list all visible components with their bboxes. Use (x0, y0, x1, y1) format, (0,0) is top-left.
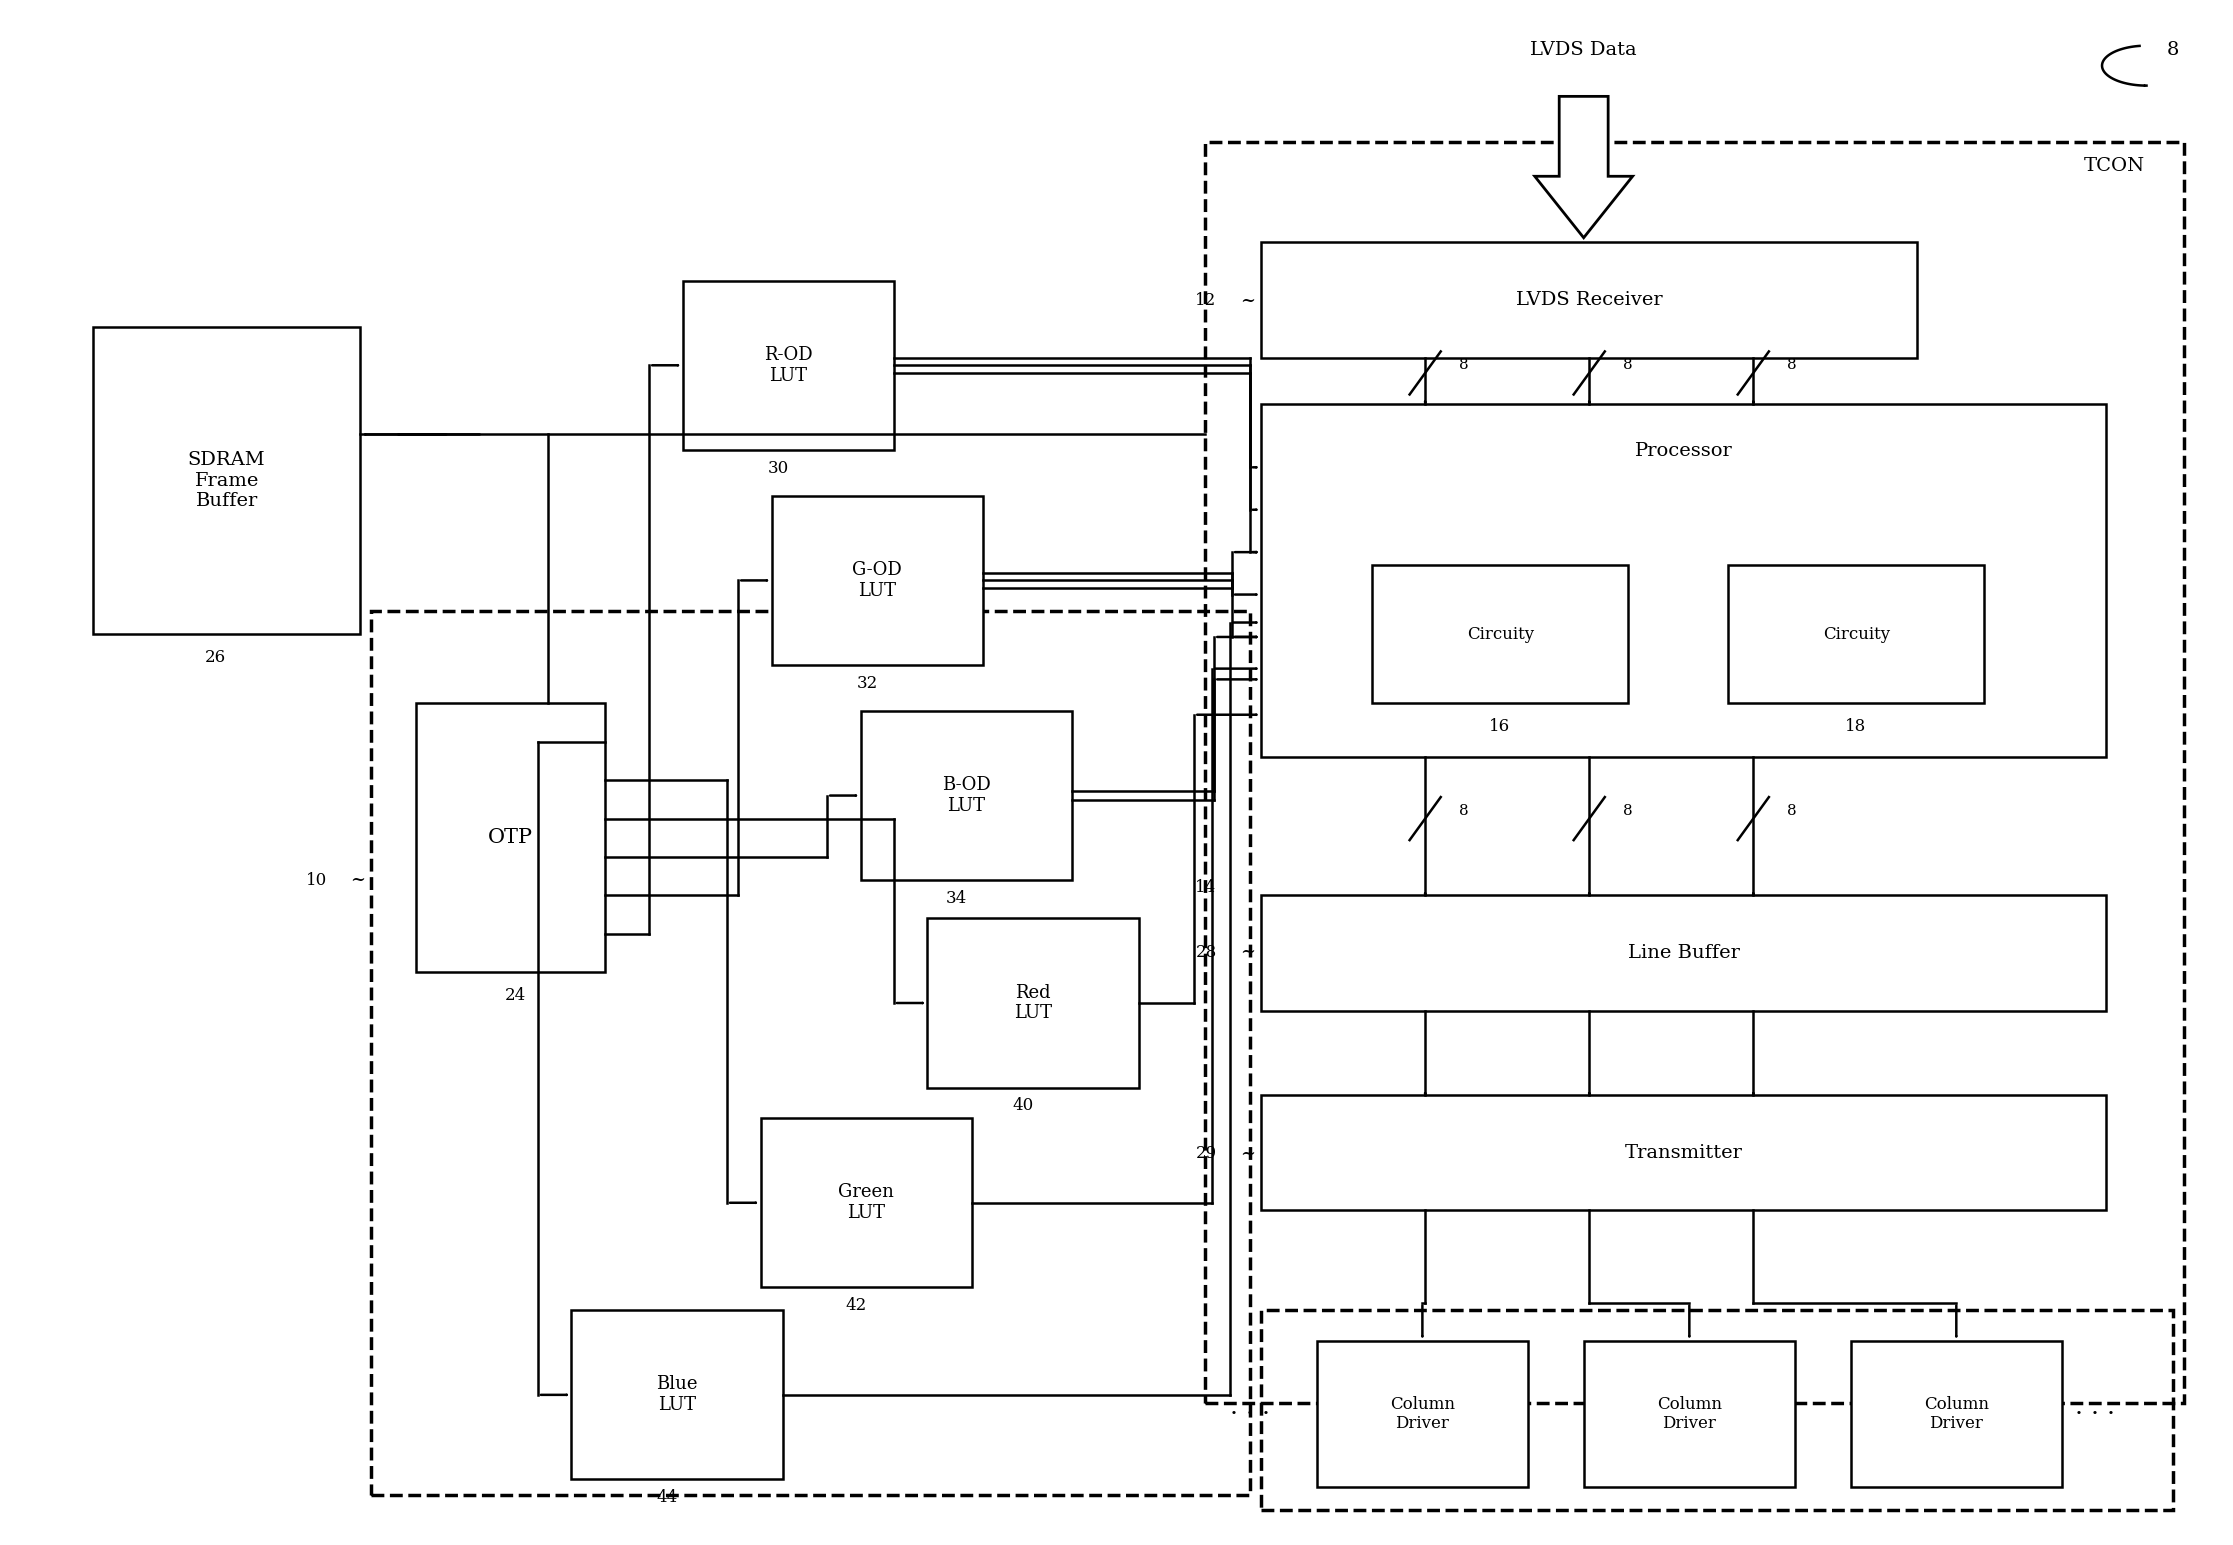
Text: 8: 8 (2166, 42, 2179, 59)
Bar (1373, 565, 1628, 703)
Text: 12: 12 (1195, 292, 1217, 309)
Text: Line Buffer: Line Buffer (1628, 944, 1740, 963)
Bar (1583, 1341, 1795, 1486)
Text: OTP: OTP (487, 828, 534, 847)
Text: ~: ~ (351, 871, 366, 888)
Text: · · ·: · · · (1230, 1403, 1271, 1426)
Bar (1262, 243, 1918, 357)
Bar (927, 918, 1139, 1088)
Text: 34: 34 (947, 890, 967, 907)
Text: 26: 26 (205, 649, 226, 666)
Bar (860, 711, 1072, 881)
Text: LVDS Data: LVDS Data (1530, 42, 1637, 59)
Text: 10: 10 (306, 871, 326, 888)
Text: TCON: TCON (2083, 156, 2146, 175)
Text: SDRAM
Frame
Buffer: SDRAM Frame Buffer (188, 451, 266, 510)
Text: 14: 14 (1195, 879, 1217, 896)
Text: 16: 16 (1489, 718, 1510, 735)
Bar (1728, 565, 1985, 703)
Bar (1262, 896, 2106, 1010)
Bar (1262, 1310, 2173, 1509)
Text: 8: 8 (1623, 358, 1632, 372)
Text: 29: 29 (1195, 1145, 1217, 1162)
Text: 8: 8 (1786, 803, 1795, 817)
Bar (1317, 1341, 1527, 1486)
Text: Circuity: Circuity (1467, 626, 1534, 643)
Text: Column
Driver: Column Driver (1389, 1395, 1456, 1432)
Bar (94, 328, 360, 633)
Bar (773, 496, 983, 664)
Text: LVDS Receiver: LVDS Receiver (1516, 290, 1664, 309)
Text: Circuity: Circuity (1822, 626, 1889, 643)
Text: B-OD
LUT: B-OD LUT (942, 776, 991, 814)
Text: 8: 8 (1623, 803, 1632, 817)
Text: Blue
LUT: Blue LUT (657, 1375, 699, 1414)
Bar (572, 1310, 784, 1480)
Text: 42: 42 (846, 1298, 866, 1315)
Text: 44: 44 (657, 1489, 679, 1506)
Bar (1206, 142, 2184, 1403)
Text: ~: ~ (1239, 944, 1255, 961)
Text: R-OD
LUT: R-OD LUT (764, 346, 813, 385)
Text: 8: 8 (1786, 358, 1795, 372)
Text: 24: 24 (505, 987, 527, 1004)
Text: 30: 30 (768, 460, 788, 477)
Text: Green
LUT: Green LUT (837, 1183, 893, 1222)
Bar (1262, 1095, 2106, 1210)
Text: 8: 8 (1458, 358, 1467, 372)
Polygon shape (1534, 96, 1632, 238)
Bar (683, 281, 893, 450)
Bar (1851, 1341, 2061, 1486)
Text: 28: 28 (1195, 944, 1217, 961)
Text: Transmitter: Transmitter (1626, 1143, 1742, 1162)
Text: Column
Driver: Column Driver (1657, 1395, 1722, 1432)
Bar (761, 1119, 971, 1287)
Text: ~: ~ (1239, 292, 1255, 309)
Text: 40: 40 (1012, 1097, 1034, 1114)
Bar (415, 703, 605, 972)
Text: · · ·: · · · (2074, 1403, 2115, 1426)
Text: 18: 18 (1844, 718, 1867, 735)
Text: ~: ~ (1239, 1145, 1255, 1162)
Text: 8: 8 (1458, 803, 1467, 817)
Bar (371, 612, 1250, 1494)
Text: 32: 32 (857, 675, 878, 692)
Text: G-OD
LUT: G-OD LUT (853, 561, 902, 599)
Text: Red
LUT: Red LUT (1014, 984, 1052, 1023)
Text: Column
Driver: Column Driver (1925, 1395, 1990, 1432)
Bar (1262, 403, 2106, 757)
Text: Processor: Processor (1635, 442, 1733, 460)
